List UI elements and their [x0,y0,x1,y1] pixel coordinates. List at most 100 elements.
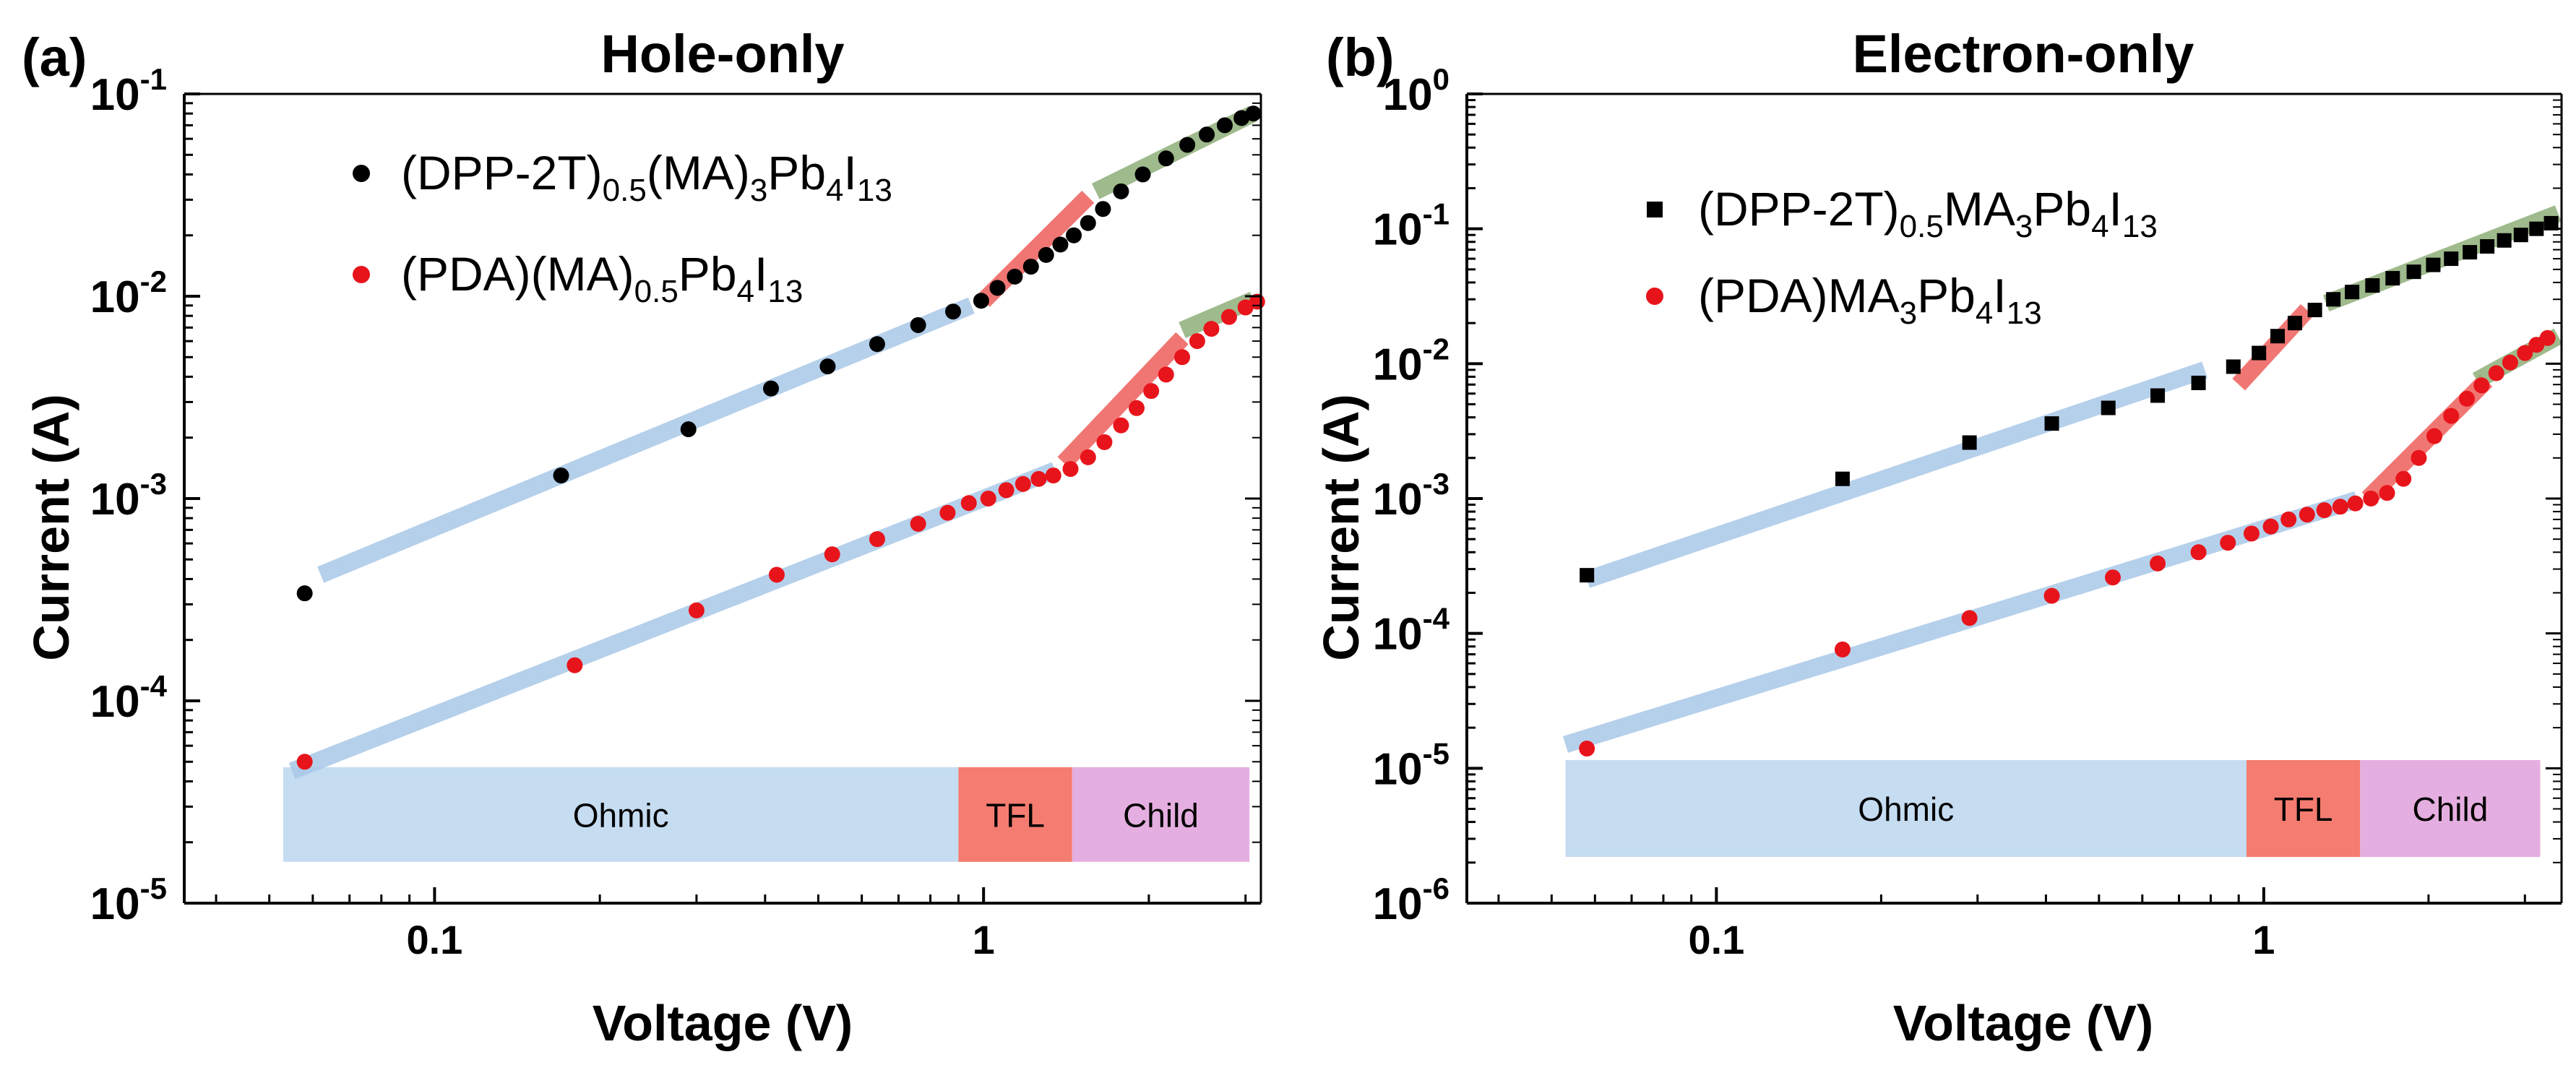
data-point [960,495,977,512]
y-tick-exponent: -3 [1423,467,1449,501]
data-point [2529,221,2544,236]
legend-subscript: 0.5 [1900,209,1944,244]
chart-title: Electron-only [1853,24,2194,84]
x-tick-label: 0.1 [1688,917,1744,962]
data-point [1580,568,1595,583]
y-tick-label: 10-1 [1373,197,1449,255]
data-point [939,504,956,521]
data-point [1199,126,1215,143]
y-tick-label: 100 [1383,62,1449,120]
data-point [1113,183,1129,199]
y-axis-label: Current (A) [1313,394,1369,660]
legend-marker [353,165,370,182]
data-point [2307,303,2322,318]
y-tick-label: 10-2 [90,264,167,322]
regime-band-child [2360,760,2541,858]
data-point [2347,495,2364,512]
data-point [2385,271,2400,286]
y-tick-exponent: -2 [1423,332,1449,366]
y-tick-base: 10 [1373,205,1423,255]
y-tick-base: 10 [90,272,140,322]
legend-marker [353,266,370,283]
y-tick-base: 10 [1373,610,1423,660]
regime-band-ohmic [283,767,959,862]
y-tick-base: 10 [90,677,140,727]
data-point [296,754,313,770]
legend-subscript: 0.5 [634,274,679,309]
data-point [2190,544,2207,561]
legend-text: I [844,146,857,199]
data-point [768,566,785,583]
legend-text: (MA) [647,146,750,199]
y-axis-label: Current (A) [23,394,79,660]
data-point [2426,428,2443,444]
regime-label-child: Child [1123,796,1199,834]
legend-text: (PDA)(MA) [401,247,634,301]
data-point [1189,333,1205,350]
panel-label: (b) [1326,27,1395,87]
legend-text: (DPP-2T) [1698,182,1900,236]
x-tick-label: 0.1 [406,917,462,962]
legend-text: Pb [767,146,826,199]
data-point [2287,316,2302,331]
data-point [567,657,583,673]
y-tick-exponent: -6 [1423,871,1449,905]
data-point [2270,329,2286,344]
legend-text: (PDA)MA [1698,269,1900,322]
data-point [2513,228,2528,243]
legend-subscript: 3 [1900,296,1917,331]
data-point [2406,264,2421,280]
data-point [1030,470,1047,487]
legend-subscript: 4 [737,274,754,309]
data-point [2517,345,2533,361]
data-point [910,515,926,532]
fit-line-ohmic [1562,491,2360,753]
data-point [1113,417,1129,434]
data-point [1158,150,1174,167]
legend-marker [1647,202,1663,217]
data-point [1022,259,1039,275]
data-point [2539,329,2556,346]
y-tick-exponent: -4 [1423,602,1450,636]
x-tick-label: 1 [973,917,995,962]
y-tick-label: 10-4 [1373,602,1450,660]
data-point [998,482,1015,499]
legend-entry: (PDA)MA3Pb4I13 [1698,269,2042,331]
regime-band-tfl [2246,760,2361,858]
legend-entry: (PDA)(MA)0.5Pb4I13 [401,247,803,309]
data-point [553,467,569,484]
y-tick-label: 10-3 [90,467,167,525]
data-point [2480,239,2495,254]
legend-subscript: 13 [2007,296,2042,331]
data-point [2463,245,2478,260]
data-point [1579,741,1595,757]
regime-label-tfl: TFL [2274,790,2333,828]
y-tick-exponent: -1 [140,62,167,96]
data-point [1062,461,1079,478]
y-tick-exponent: -4 [140,669,168,703]
y-tick-base: 10 [1373,340,1423,389]
y-tick-base: 10 [1373,744,1423,794]
data-point [945,303,962,320]
data-point [2458,390,2475,407]
x-axis-label: Voltage (V) [1893,995,2153,1051]
y-tick-base: 10 [1383,70,1433,120]
regime-label-ohmic: Ohmic [1858,790,1954,828]
data-point [2043,587,2060,604]
series-1 [296,293,1265,770]
data-point [2299,506,2315,523]
data-point [2502,354,2518,371]
data-point [989,280,1006,296]
fit-line-tfl [1057,332,1189,469]
y-tick-label: 10-4 [90,669,168,727]
y-tick-label: 10-3 [1373,467,1449,525]
data-point [869,531,885,548]
legend-text: I [1993,269,2006,322]
data-point [762,380,779,397]
y-tick-label: 10-1 [90,62,167,120]
data-point [1216,117,1233,134]
y-tick-label: 10-5 [1373,736,1449,794]
fit-line-ohmic [317,297,975,583]
legend-text: Pb [2033,182,2091,236]
